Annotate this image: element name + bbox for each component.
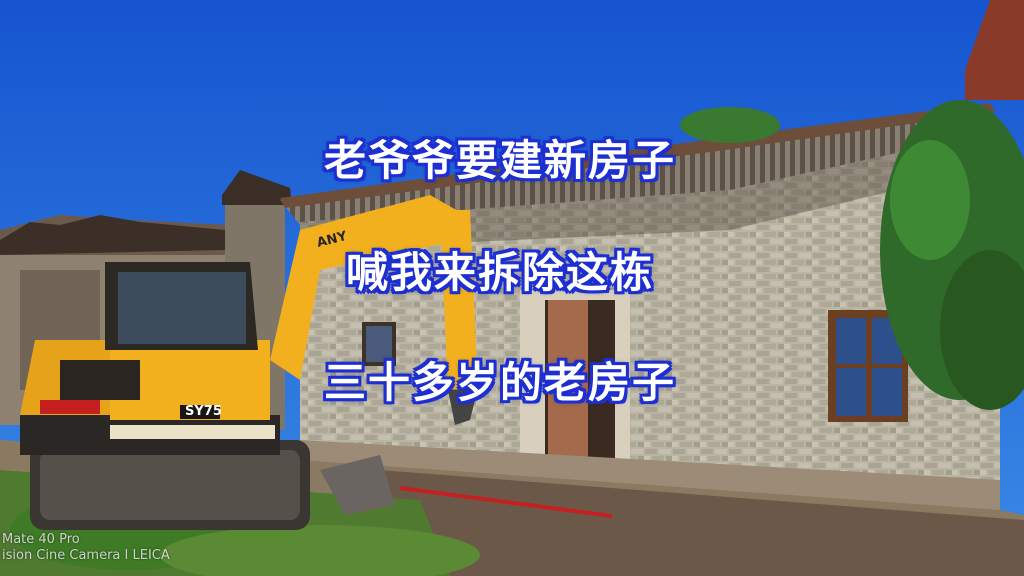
building-corner <box>965 0 1024 100</box>
house-roof <box>280 103 1000 225</box>
excavator-boom-label: ANY <box>315 229 349 251</box>
caption-line-2: 喊我来拆除这栋 <box>345 248 654 297</box>
caption-line-1: 老爷爷要建新房子 <box>323 136 676 185</box>
excavator-model-label: SY75 <box>185 404 222 419</box>
excavator-illustration <box>20 195 478 530</box>
camera-watermark-line-1: Mate 40 Pro <box>2 532 80 547</box>
camera-watermark-line-2: ision Cine Camera I LEICA <box>2 548 170 563</box>
tree-right <box>680 100 1024 410</box>
caption-line-3: 三十多岁的老房子 <box>323 358 676 407</box>
